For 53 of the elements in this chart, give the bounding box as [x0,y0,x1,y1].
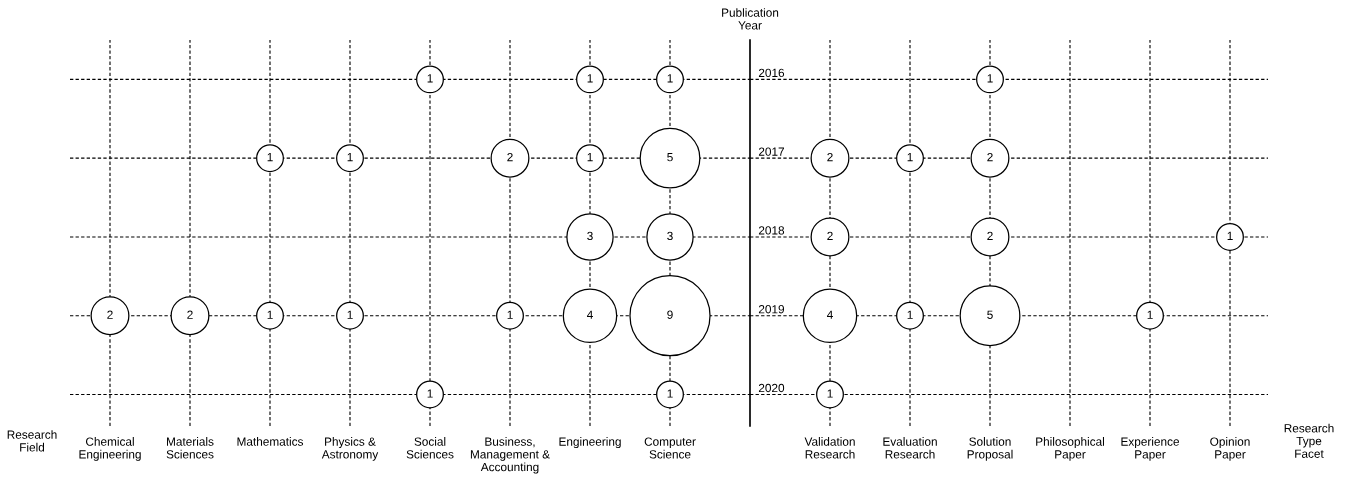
data-label: 1 [907,310,913,319]
y-tick-label: 2018 [758,226,785,235]
data-label: 1 [267,153,273,162]
y-tick-label: 2019 [758,305,785,314]
data-label: 1 [827,389,833,398]
data-label: 4 [826,310,833,319]
data-label: 4 [586,310,593,319]
data-label: 2 [507,152,513,162]
x-axis-title: Research Type Facet [1284,423,1334,458]
data-label: 1 [667,74,673,83]
x-tick-label: Experience Paper [1121,437,1180,461]
data-label: 1 [907,153,913,162]
data-label: 1 [587,74,593,83]
data-label: 1 [267,310,273,319]
data-label: 1 [1147,310,1153,319]
data-label: 2 [187,310,193,319]
data-label: 5 [987,310,993,319]
y-tick-label: 2017 [758,147,784,156]
x-tick-label: Solution Proposal [967,437,1013,461]
y-tick-label: 2020 [758,383,785,393]
data-label: 2 [987,231,993,240]
data-label: 1 [507,310,513,319]
x-axis-title: Research Field [7,430,57,452]
data-label: 3 [587,231,593,241]
y-axis-title: Publication Year [722,8,779,30]
x-tick-label: Validation Research [804,437,855,459]
data-label: 1 [667,389,673,398]
x-tick-label: Evaluation Research [883,437,937,459]
data-label: 9 [667,310,673,319]
x-tick-label: Chemical Engineering [79,437,141,461]
data-label: 2 [827,231,833,240]
data-label: 1 [427,74,433,83]
x-tick-label: Mathematics [237,437,304,446]
data-label: 1 [427,389,433,398]
x-tick-label: Philosophical Paper [1036,437,1104,461]
x-tick-label: Social Sciences [406,437,454,459]
data-label: 1 [987,74,993,83]
data-label: 1 [347,153,353,162]
data-label: 3 [667,231,673,241]
x-tick-label: Engineering [559,437,621,449]
x-tick-label: Opinion Paper [1210,437,1250,461]
x-tick-label: Physics & Astronomy [321,437,379,461]
data-label: 1 [1227,231,1233,240]
x-tick-label: Business, Management & Accounting [470,437,550,474]
x-tick-label: Computer Science [644,437,696,459]
x-tick-label: Materials Sciences [166,437,214,459]
data-label: 2 [107,310,113,319]
data-label: 2 [987,152,993,162]
data-label: 1 [347,310,353,319]
data-label: 5 [667,153,673,162]
data-label: 2 [827,152,833,162]
data-label: 1 [587,153,593,162]
y-tick-label: 2016 [758,68,785,78]
